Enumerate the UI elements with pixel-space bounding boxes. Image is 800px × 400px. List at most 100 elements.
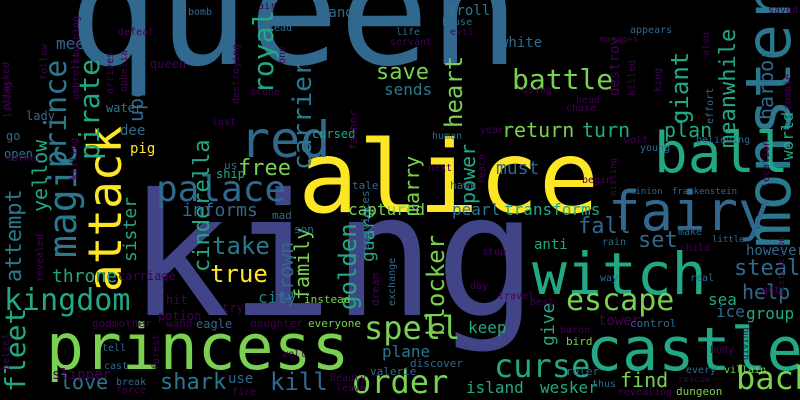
word-take: take — [212, 232, 270, 260]
word-give: give — [538, 302, 559, 346]
word-city: city — [258, 288, 297, 307]
word-living: living — [3, 81, 14, 118]
word-find: find — [620, 368, 669, 392]
word-revealing: revealing — [618, 387, 673, 398]
word-rain: rain — [602, 237, 627, 248]
word-yellow: yellow — [28, 139, 52, 212]
word-steal: steal — [734, 256, 800, 281]
word-tell: tell — [102, 343, 127, 354]
word-captured: captured — [348, 200, 426, 219]
word-island: island — [466, 378, 524, 397]
word-every: every — [686, 365, 717, 376]
word-cast: cast — [104, 361, 129, 372]
word-informs: informs — [182, 200, 258, 221]
word-valerie: valerie — [370, 365, 417, 378]
word-convinces: convinces — [359, 190, 372, 250]
word-begin: begin — [582, 175, 613, 186]
word-control: control — [630, 317, 677, 330]
word-us: us — [224, 159, 238, 172]
word-effort: effort — [705, 87, 716, 124]
word-little: little — [712, 235, 745, 245]
word-throne: throne — [52, 266, 118, 287]
word-wand: wand — [166, 317, 193, 330]
word-discover: discover — [410, 357, 463, 370]
word-save: save — [376, 60, 429, 85]
word-return: return — [502, 118, 575, 142]
word-travel: travel — [498, 291, 535, 302]
word-eagle: eagle — [196, 317, 233, 331]
word-however: however — [746, 243, 800, 259]
word-hawk: hawk — [450, 179, 477, 192]
word-pig: pig — [130, 141, 156, 157]
word-free: free — [238, 156, 291, 181]
word-carriage: carriage — [118, 269, 176, 283]
word-lady: lady — [26, 109, 55, 123]
word-set: set — [638, 228, 678, 253]
word-revealed: revealed — [35, 233, 46, 282]
word-bomb: bomb — [188, 7, 213, 18]
word-carrier: carrier — [288, 60, 318, 170]
word-castle: castle — [586, 315, 800, 385]
word-frankenstein: frankenstein — [672, 187, 738, 197]
word-returning: returning — [71, 15, 82, 70]
word-keep: keep — [468, 318, 507, 337]
word-plan: plan — [664, 118, 713, 142]
word-bird: bird — [566, 335, 593, 348]
word-queen-small: queen — [150, 57, 187, 71]
word-minion: minion — [630, 187, 663, 197]
word-defeat: defeat — [118, 27, 155, 38]
word-one: one — [277, 45, 288, 64]
word-go: go — [6, 129, 21, 143]
word-palace: palace — [156, 169, 287, 210]
word-daughter: daughter — [250, 317, 303, 330]
word-ophelia: ophelia — [119, 49, 130, 92]
word-back: back — [736, 359, 800, 397]
word-day: day — [470, 281, 489, 292]
word-well: well — [282, 349, 307, 360]
word-princess: princess — [46, 311, 350, 384]
word-chase: chase — [566, 103, 597, 114]
word-appears: appears — [630, 25, 673, 36]
word-pearl: pearl — [452, 200, 501, 219]
word-villain: villain — [724, 365, 767, 376]
word-exchange: exchange — [387, 257, 398, 306]
word-power: power — [456, 143, 480, 204]
word-destroying: destroying — [231, 43, 242, 104]
word-escape: escape — [566, 283, 675, 318]
word-fairy: fairy — [608, 180, 771, 243]
word-king-small: king — [653, 67, 664, 92]
word-sends: sends — [384, 80, 433, 99]
word-destroy: destroy — [607, 36, 623, 96]
word-reach: reach — [477, 153, 488, 184]
word-harbor: harbor — [754, 47, 778, 120]
word-mother: mother — [6, 153, 43, 164]
word-arrives: arrives — [105, 51, 116, 94]
word-way: way — [600, 273, 619, 284]
word-use: use — [228, 371, 254, 387]
word-everyone: everyone — [308, 317, 361, 330]
word-forest: forest — [151, 333, 162, 370]
word-must: must — [496, 158, 540, 179]
word-son: son — [294, 223, 314, 236]
word-ship: ship — [216, 167, 245, 181]
word-giving: giving — [741, 327, 751, 360]
word-stop: stop — [482, 247, 507, 258]
word-true: true — [210, 260, 268, 288]
word-air: air — [258, 1, 277, 12]
word-ball: ball — [654, 121, 789, 186]
word-spell: spell — [364, 309, 461, 347]
word-try: try — [222, 301, 244, 315]
word-white: white — [500, 35, 543, 51]
word-ruler: ruler — [566, 365, 600, 378]
word-force: force — [116, 385, 147, 396]
word-killing: killing — [69, 137, 80, 180]
word-using: using — [522, 85, 553, 96]
word-real: real — [690, 273, 715, 284]
word-servant: servant — [390, 37, 433, 48]
word-father: father — [347, 110, 360, 150]
word-get: get — [762, 285, 781, 296]
word-dee: dee — [120, 123, 146, 139]
word-plane: plane — [382, 342, 431, 361]
word-red: red — [240, 111, 331, 169]
word-witch: witch — [532, 240, 707, 308]
